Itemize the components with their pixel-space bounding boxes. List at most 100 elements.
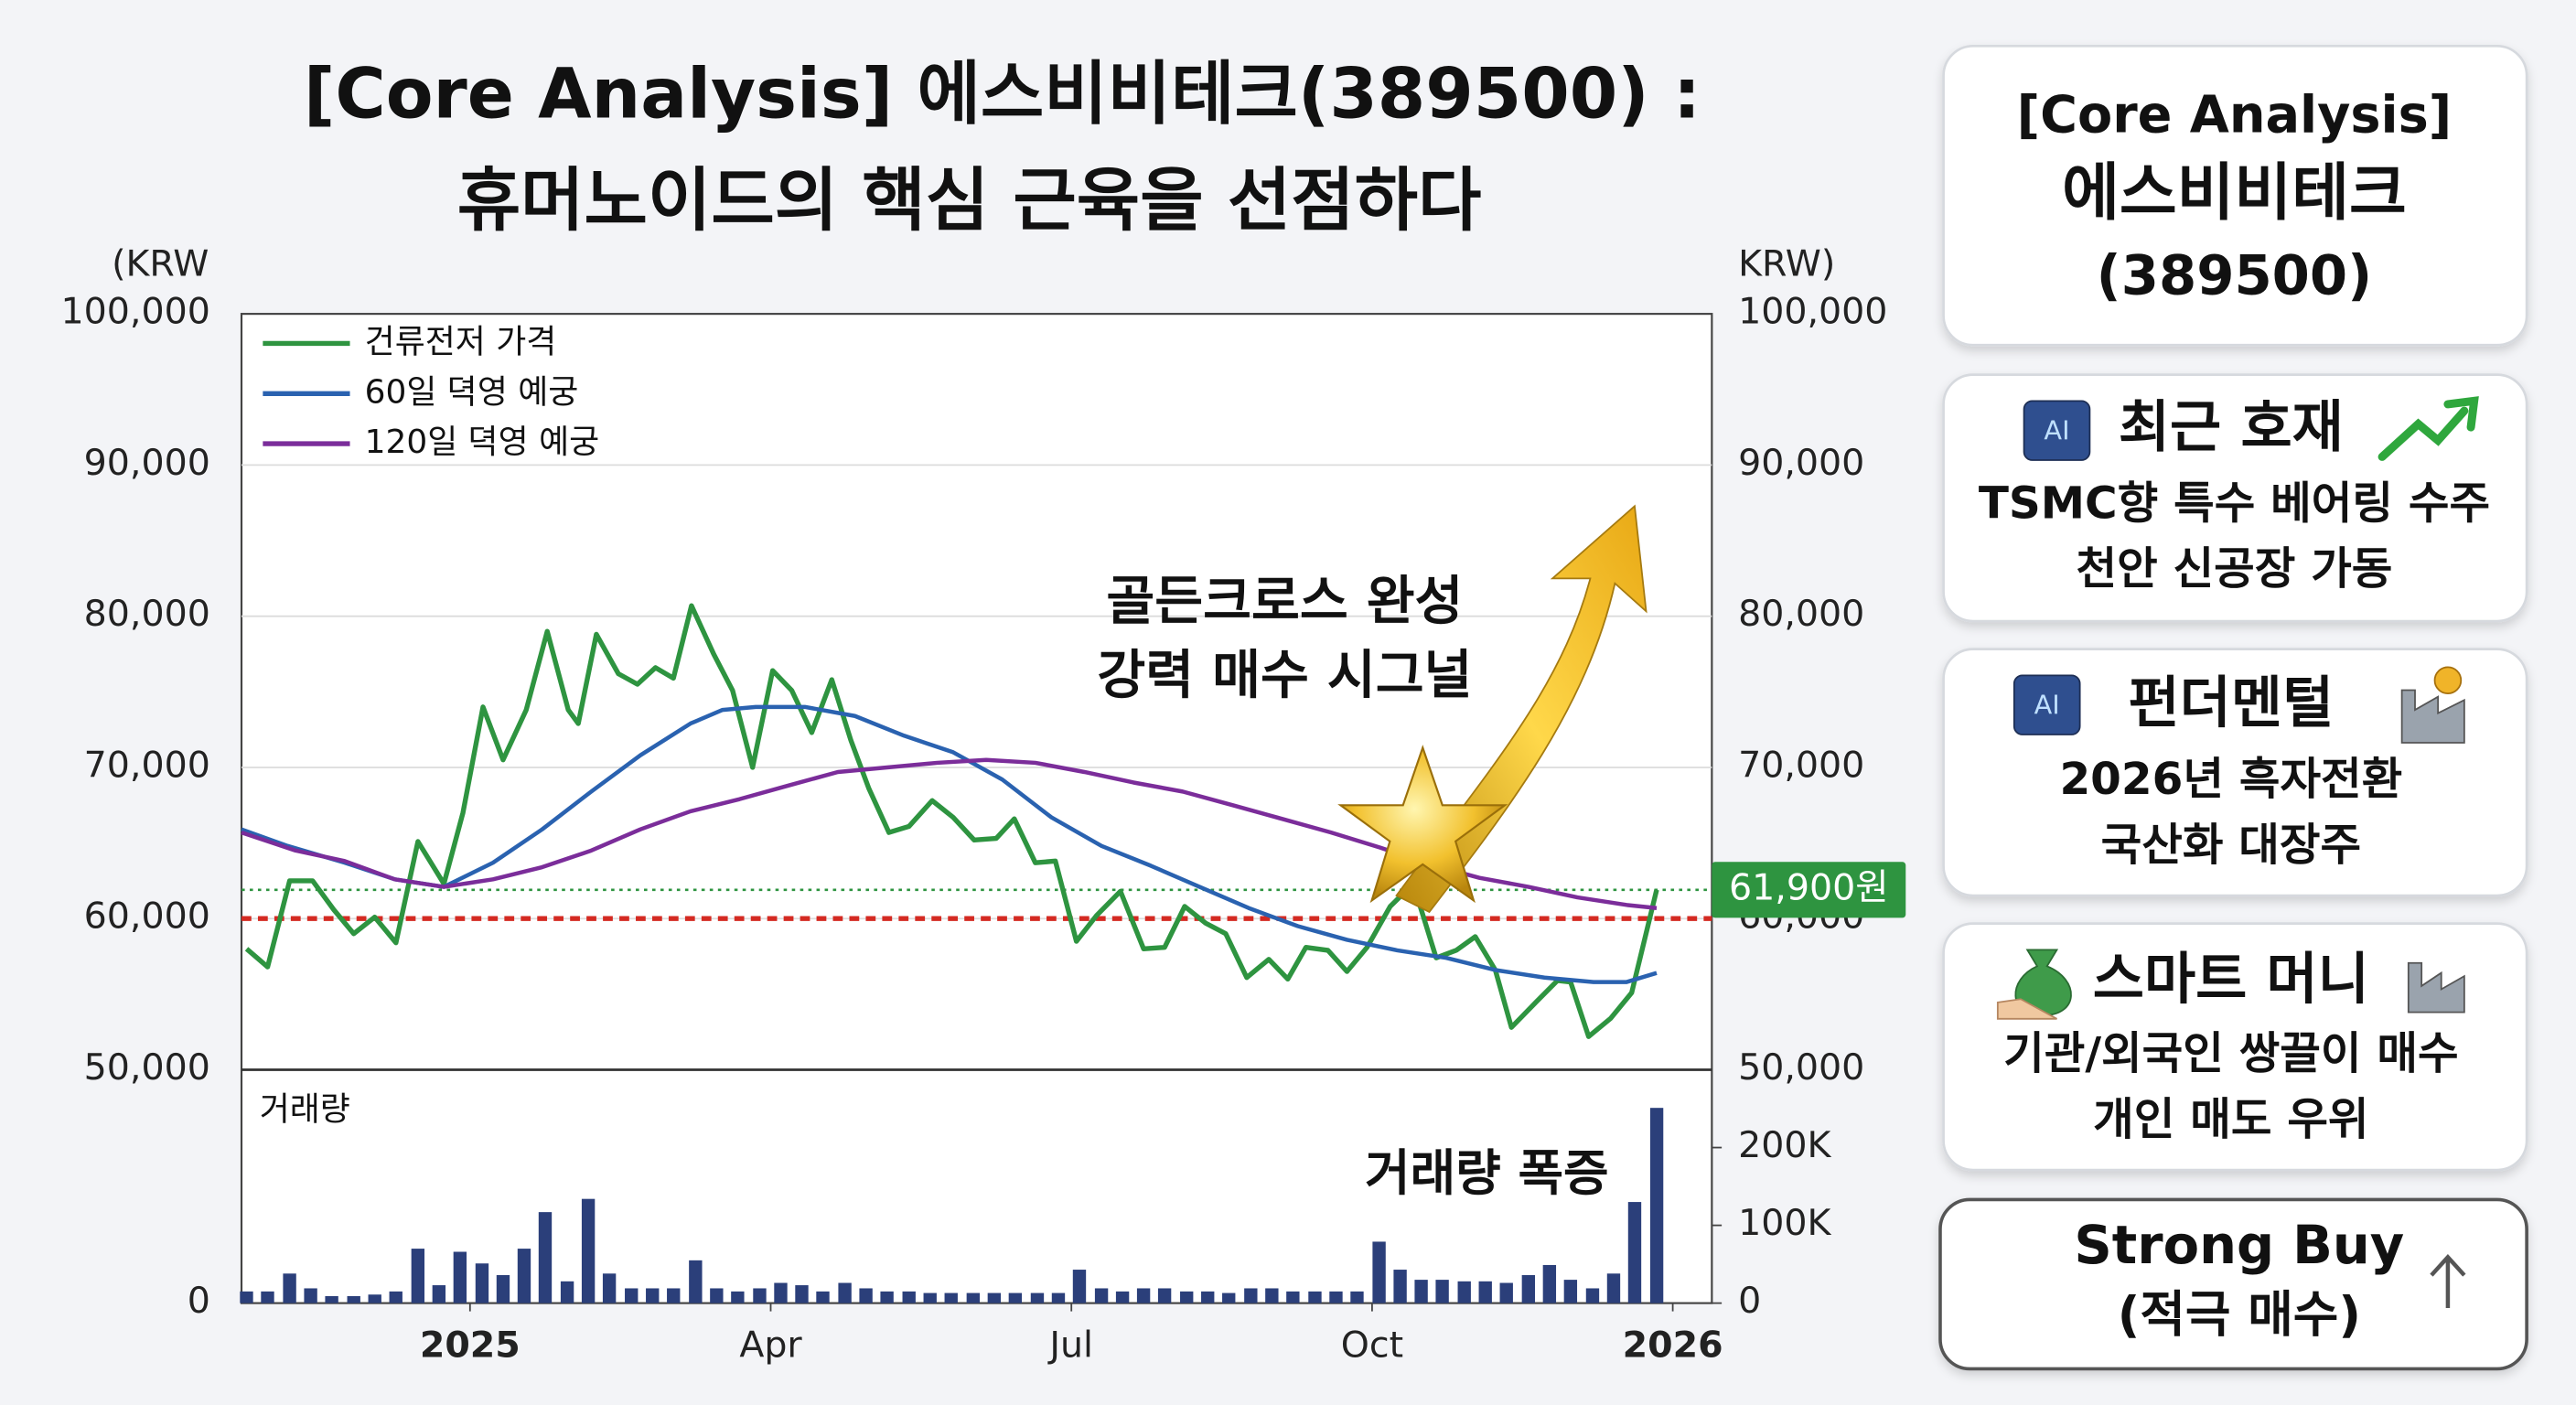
volume-bar xyxy=(1329,1291,1343,1303)
volume-bar xyxy=(1308,1291,1322,1303)
volume-bar xyxy=(1222,1292,1236,1303)
volume-bar xyxy=(689,1260,703,1303)
factory-icon xyxy=(2400,689,2465,744)
y-tick-label-right: 0 xyxy=(1738,1280,1761,1322)
volume-bar xyxy=(1008,1292,1023,1303)
volume-bar xyxy=(475,1263,489,1303)
volume-bar xyxy=(1350,1291,1364,1303)
volume-bar xyxy=(1606,1273,1621,1303)
y-tick-label: 50,000 xyxy=(84,1046,210,1089)
volume-bar xyxy=(774,1282,788,1303)
volume-bar xyxy=(1585,1288,1600,1303)
y-tick-label-right: 100,000 xyxy=(1738,291,1887,333)
volume-bar xyxy=(880,1291,894,1303)
volume-bar xyxy=(261,1291,274,1303)
trend-icon xyxy=(2377,396,2479,461)
y-tick-label-right: 200K xyxy=(1738,1124,1831,1166)
price-badge xyxy=(1712,862,1906,918)
volume-bar xyxy=(1542,1264,1557,1303)
volume-bar xyxy=(1414,1280,1428,1303)
volume-bar xyxy=(753,1288,767,1303)
volume-bar xyxy=(389,1291,402,1303)
gold-star xyxy=(1337,745,1508,904)
volume-bar xyxy=(816,1291,830,1303)
y-tick-label-right: 70,000 xyxy=(1738,744,1864,786)
price-line xyxy=(244,603,1659,1039)
volume-bar xyxy=(795,1285,809,1303)
chart-title: [Core Analysis] 에스비비테크(389500) : xyxy=(304,53,1701,134)
card-text: 천안 신공장 가동 xyxy=(2076,543,2392,595)
volume-bar xyxy=(1072,1270,1087,1303)
volume-bar xyxy=(1265,1288,1279,1303)
card-text: 개인 매도 우위 xyxy=(2093,1094,2368,1145)
card-heading: [Core Analysis] xyxy=(2017,85,2453,145)
y-tick-label: 70,000 xyxy=(84,744,210,786)
legend-label: 120일 뎍영 예궁 xyxy=(365,424,599,461)
y-tick-label-right: 50,000 xyxy=(1738,1046,1864,1089)
chip-icon xyxy=(2012,674,2081,735)
price-line xyxy=(241,704,1658,984)
factory-icon xyxy=(2407,961,2465,1014)
recommendation: Strong Buy xyxy=(2074,1215,2404,1276)
card-text: TSMC향 특수 베어링 수주 xyxy=(1979,477,2490,529)
volume-bar xyxy=(1457,1281,1471,1303)
legend-label: 건류전저 가격 xyxy=(365,323,557,360)
y-tick-label: 100,000 xyxy=(61,291,210,333)
volume-bar xyxy=(1030,1292,1045,1303)
card-heading: 에스비비테크 xyxy=(2062,157,2407,230)
y-tick-label: 80,000 xyxy=(84,593,210,635)
y-tick-label: 0 xyxy=(188,1280,210,1322)
volume-bar xyxy=(944,1292,958,1303)
volume-bar xyxy=(347,1295,360,1303)
volume-bar xyxy=(1094,1288,1109,1303)
plot-layer: 50,00050,00060,00060,00070,00070,00080,0… xyxy=(61,291,1906,1367)
volume-bar xyxy=(625,1288,639,1303)
y-tick-label-right: 90,000 xyxy=(1738,442,1864,484)
price-badge-label: 61,900원 xyxy=(1729,866,1889,908)
volume-bar xyxy=(368,1294,381,1303)
volume-bar xyxy=(710,1288,724,1303)
chart-subtitle: 휴머노이드의 핵심 근육을 선점하다 xyxy=(457,160,1482,241)
volume-bar xyxy=(304,1288,317,1303)
y-axis-label: (KRW xyxy=(112,243,209,285)
volume-bar xyxy=(731,1291,745,1303)
volume-bar xyxy=(1372,1241,1386,1303)
panel-label: 거래량 xyxy=(260,1090,350,1128)
x-tick-label: Apr xyxy=(739,1325,802,1367)
volume-bar xyxy=(517,1249,531,1303)
volume-bar xyxy=(1393,1270,1407,1303)
y-tick-label: 60,000 xyxy=(84,896,210,938)
coin-icon xyxy=(2433,666,2463,695)
x-tick-label: 2026 xyxy=(1623,1325,1723,1367)
volume-bar xyxy=(602,1273,617,1303)
chip-icon xyxy=(2023,400,2091,461)
volume-bar xyxy=(1478,1281,1492,1303)
volume-bar xyxy=(1180,1291,1194,1303)
volume-bar xyxy=(966,1292,981,1303)
volume-bar xyxy=(453,1251,467,1303)
card-title: 펀더멘털 xyxy=(2129,670,2334,735)
volume-bar xyxy=(1115,1291,1130,1303)
volume-bar xyxy=(923,1292,937,1303)
x-tick-label: Oct xyxy=(1341,1325,1403,1367)
x-tick-label: 2025 xyxy=(420,1325,521,1367)
volume-bar xyxy=(1649,1108,1664,1303)
hand-icon xyxy=(1996,998,2057,1020)
volume-bar xyxy=(1563,1280,1578,1303)
volume-bar xyxy=(838,1282,852,1303)
volume-bar xyxy=(1201,1291,1215,1303)
volume-bar xyxy=(902,1291,916,1303)
volume-bar xyxy=(432,1285,446,1303)
card xyxy=(1942,44,2528,347)
volume-bar xyxy=(496,1275,510,1303)
chip-icon-text: AI xyxy=(2034,689,2060,720)
annotation: 골든크로스 완성 xyxy=(1106,571,1463,632)
card xyxy=(1942,648,2528,897)
volume-bar xyxy=(987,1292,1002,1303)
volume-bar xyxy=(1521,1275,1536,1303)
card xyxy=(1942,922,2528,1172)
y-axis-label-right: KRW) xyxy=(1738,243,1835,285)
volume-bar xyxy=(667,1288,681,1303)
volume-bar xyxy=(325,1295,338,1303)
